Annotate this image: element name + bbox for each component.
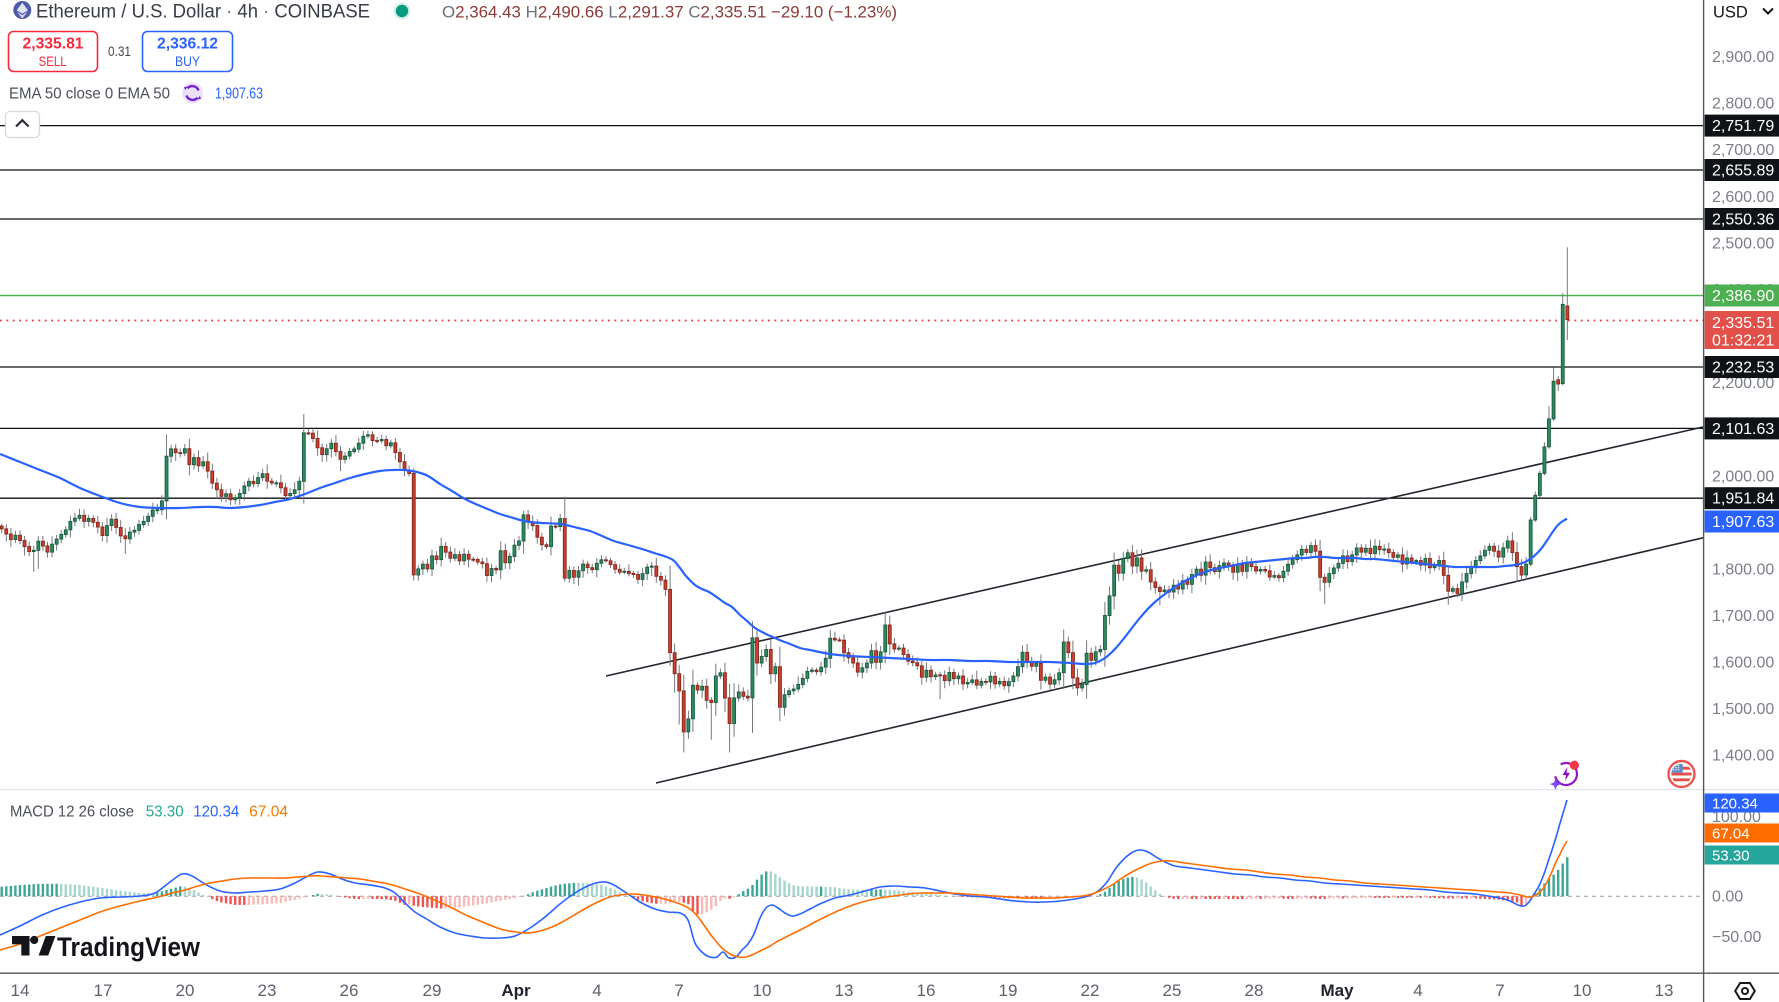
svg-text:2,550.36: 2,550.36 [1712,212,1774,229]
svg-text:120.34: 120.34 [1712,796,1758,813]
svg-text:TradingView: TradingView [57,932,201,962]
svg-text:10: 10 [753,981,772,1000]
svg-text:2,386.90: 2,386.90 [1712,288,1774,305]
svg-text:1,400.00: 1,400.00 [1712,748,1774,765]
svg-text:4: 4 [1413,981,1422,1000]
svg-text:2,000.00: 2,000.00 [1712,468,1774,485]
svg-text:120.34: 120.34 [193,804,239,821]
svg-text:2,751.79: 2,751.79 [1712,118,1774,135]
svg-text:20: 20 [176,981,195,1000]
svg-text:10: 10 [1573,981,1592,1000]
svg-text:1,951.84: 1,951.84 [1712,491,1774,508]
svg-text:67.04: 67.04 [249,804,288,821]
svg-text:1,500.00: 1,500.00 [1712,701,1774,718]
svg-text:1,700.00: 1,700.00 [1712,608,1774,625]
svg-text:May: May [1320,981,1354,1000]
svg-text:EMA 50 close 0 EMA 50: EMA 50 close 0 EMA 50 [9,86,170,103]
svg-text:2,335.51: 2,335.51 [1712,315,1774,332]
svg-text:7: 7 [1495,981,1504,1000]
svg-text:MACD 12 26 close: MACD 12 26 close [10,804,134,821]
svg-text:28: 28 [1245,981,1264,1000]
svg-text:1,600.00: 1,600.00 [1712,655,1774,672]
svg-text:100.00: 100.00 [1712,809,1761,826]
svg-text:BUY: BUY [175,53,201,69]
svg-text:SELL: SELL [39,53,67,69]
svg-text:22: 22 [1081,981,1100,1000]
svg-text:1,907.63: 1,907.63 [1712,514,1774,531]
svg-text:1,800.00: 1,800.00 [1712,561,1774,578]
svg-text:13: 13 [1655,981,1674,1000]
svg-text:1,907.63: 1,907.63 [215,86,263,103]
svg-text:4: 4 [592,981,601,1000]
svg-text:0.00: 0.00 [1712,889,1743,906]
svg-text:2,101.63: 2,101.63 [1712,421,1774,438]
svg-text:16: 16 [917,981,936,1000]
svg-text:13: 13 [835,981,854,1000]
svg-text:2,655.89: 2,655.89 [1712,163,1774,180]
svg-text:USD: USD [1713,4,1748,22]
svg-text:53.30: 53.30 [146,804,184,821]
svg-text:Apr: Apr [501,981,531,1000]
svg-text:7: 7 [674,981,683,1000]
svg-text:67.04: 67.04 [1712,826,1750,843]
svg-text:2,800.00: 2,800.00 [1712,96,1774,113]
svg-text:2,335.81: 2,335.81 [23,36,84,53]
svg-text:29: 29 [423,981,442,1000]
svg-text:14: 14 [11,981,30,1000]
svg-text:0.31: 0.31 [108,43,131,59]
svg-text:01:32:21: 01:32:21 [1712,333,1774,350]
svg-text:2,200.00: 2,200.00 [1712,375,1774,392]
svg-text:2,600.00: 2,600.00 [1712,189,1774,206]
svg-text:O2,364.43 H2,490.66 L2,291.37: O2,364.43 H2,490.66 L2,291.37 C2,335.51 … [442,3,897,22]
svg-text:26: 26 [340,981,359,1000]
svg-text:2,700.00: 2,700.00 [1712,142,1774,159]
svg-text:25: 25 [1163,981,1182,1000]
svg-text:−50.00: −50.00 [1712,929,1761,946]
svg-text:Ethereum / U.S. Dollar · 4h ·: Ethereum / U.S. Dollar · 4h · COINBASE [36,1,370,23]
svg-text:2,500.00: 2,500.00 [1712,235,1774,252]
svg-text:53.30: 53.30 [1712,848,1750,865]
svg-text:2,336.12: 2,336.12 [157,36,218,53]
svg-text:19: 19 [999,981,1018,1000]
svg-text:17: 17 [94,981,113,1000]
svg-text:2,900.00: 2,900.00 [1712,49,1774,66]
svg-text:23: 23 [258,981,277,1000]
svg-text:2,232.53: 2,232.53 [1712,360,1774,377]
